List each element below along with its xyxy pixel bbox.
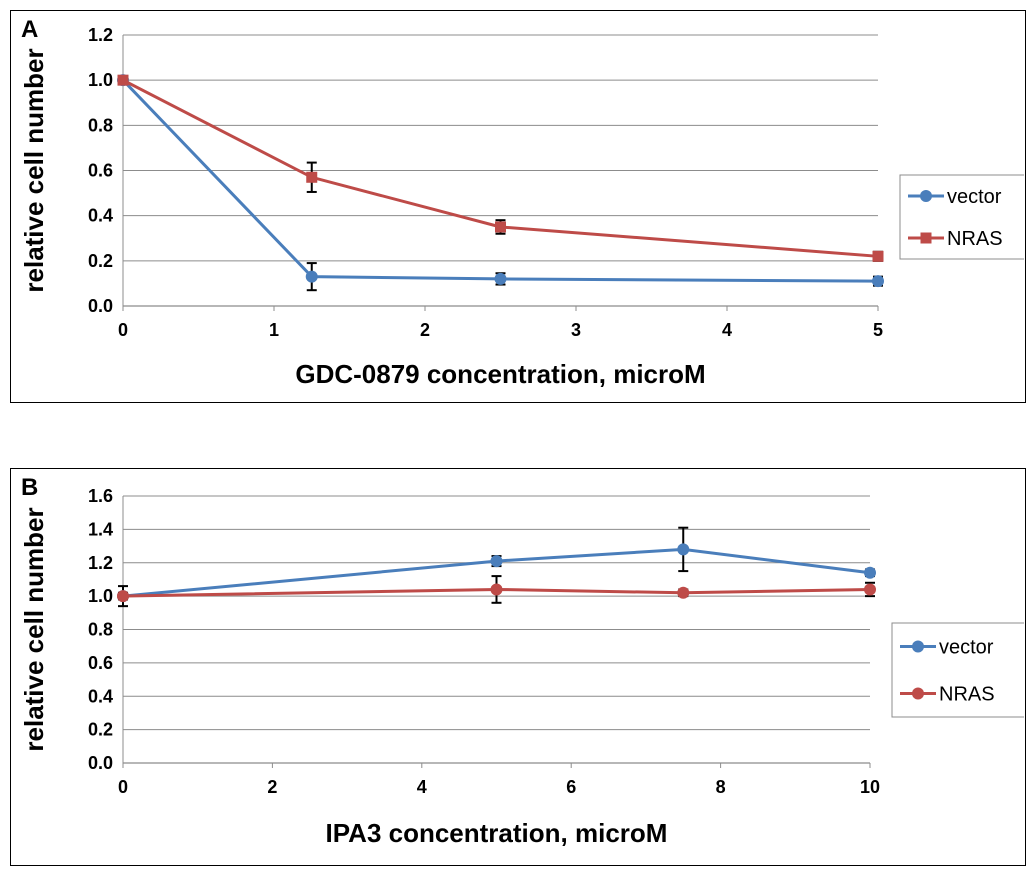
legend-label: NRAS (939, 684, 995, 706)
x-tick-label: 1 (269, 320, 279, 340)
series-line-nras (122, 78, 879, 258)
chart-panel-a: A 0.0 0.2 0.4 0.6 0.8 1.0 1.2 0 1 2 3 4 5 GDC-0879 con… (10, 10, 1026, 403)
legend-box (899, 174, 1024, 260)
y-tick-label: 0.2 (88, 720, 113, 740)
y-tick-label: 1.0 (88, 70, 113, 90)
y-tick-label: 1.2 (88, 553, 113, 573)
data-point (677, 586, 690, 599)
data-point (306, 171, 318, 183)
y-tick-label: 0.0 (88, 753, 113, 773)
x-tick-label: 10 (860, 777, 880, 797)
x-tick-label: 3 (571, 320, 581, 340)
x-tick-label: 4 (417, 777, 427, 797)
legend-marker (912, 640, 924, 653)
x-tick-label: 0 (118, 777, 128, 797)
legend-label: vector (947, 186, 1002, 208)
chart-panel-b: B 0.0 0.2 0.4 0.6 0.8 1.0 1.2 1.4 1.6 0 2 4 6 8 10 IPA3 … (10, 468, 1026, 866)
y-tick-label: 0.0 (88, 296, 113, 316)
data-point (305, 270, 318, 283)
y-axis-label: relative cell number (19, 507, 49, 751)
y-tick-label: 0.8 (88, 115, 113, 135)
x-tick-label: 2 (420, 320, 430, 340)
data-point (490, 555, 503, 568)
y-axis-label: relative cell number (19, 48, 49, 292)
legend-marker (912, 687, 924, 700)
series-line-vector (121, 79, 879, 283)
panel-letter: B (21, 474, 38, 501)
legend-marker (920, 190, 932, 202)
legend-box (891, 622, 1024, 718)
x-tick-label: 2 (267, 777, 277, 797)
series-line-vector (122, 547, 871, 598)
y-tick-label: 0.8 (88, 620, 113, 640)
data-point (872, 275, 884, 288)
y-tick-label: 1.6 (88, 486, 113, 506)
x-axis-label: GDC-0879 concentration, microM (295, 359, 705, 389)
legend-label: vector (939, 637, 994, 659)
panel-letter: A (21, 16, 38, 43)
data-point (117, 74, 129, 86)
chart-b-svg: B 0.0 0.2 0.4 0.6 0.8 1.0 1.2 1.4 1.6 0 2 4 6 8 10 IPA3 … (19, 474, 1024, 848)
legend-marker (920, 232, 932, 244)
y-tick-label: 0.4 (88, 206, 113, 226)
y-tick-label: 0.4 (88, 686, 113, 706)
y-tick-label: 1.4 (88, 519, 113, 539)
legend-label: NRAS (947, 228, 1003, 250)
y-tick-label: 1.2 (88, 25, 113, 45)
x-axis-label: IPA3 concentration, microM (326, 818, 668, 848)
series-line-nras (122, 587, 871, 598)
data-point (864, 583, 876, 596)
data-point (490, 583, 503, 596)
y-tick-label: 0.6 (88, 161, 113, 181)
data-point (117, 590, 129, 603)
chart-a-svg: A 0.0 0.2 0.4 0.6 0.8 1.0 1.2 0 1 2 3 4 5 GDC-0879 con… (19, 16, 1024, 389)
y-tick-label: 1.0 (88, 586, 113, 606)
x-tick-label: 0 (118, 320, 128, 340)
y-tick-label: 0.2 (88, 251, 113, 271)
x-tick-label: 4 (722, 320, 732, 340)
data-point (677, 543, 690, 556)
x-tick-label: 8 (716, 777, 726, 797)
y-tick-label: 0.6 (88, 653, 113, 673)
data-point (864, 566, 876, 579)
x-tick-label: 5 (873, 320, 883, 340)
data-point (872, 250, 884, 262)
data-point (495, 221, 506, 233)
x-tick-label: 6 (566, 777, 576, 797)
data-point (494, 272, 507, 285)
